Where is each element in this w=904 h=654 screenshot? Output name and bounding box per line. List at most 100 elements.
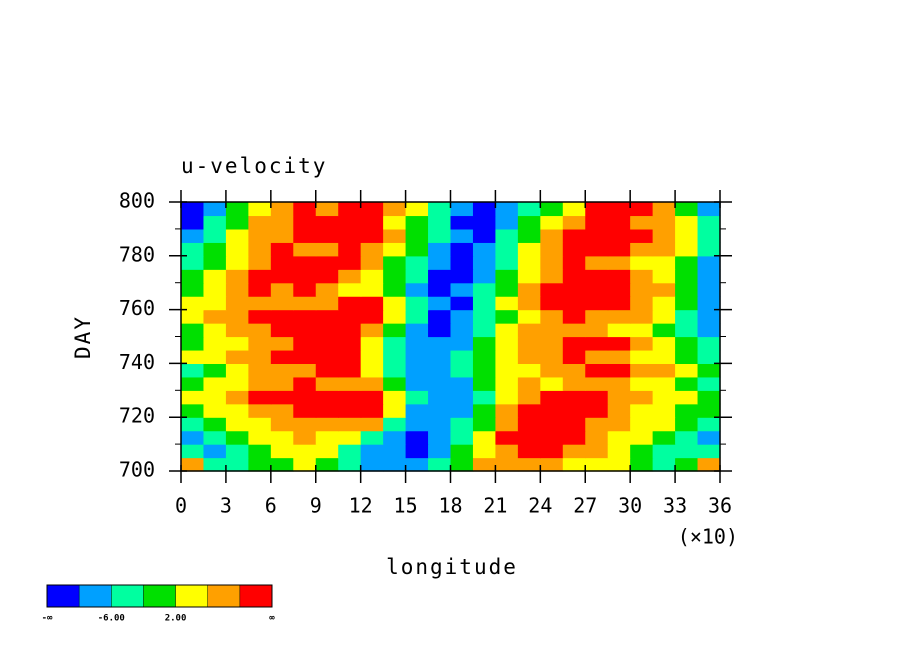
field-cell — [540, 336, 564, 351]
field-cell — [428, 430, 452, 445]
field-cell — [360, 457, 384, 472]
field-cell — [405, 457, 429, 472]
y-axis-label: DAY — [71, 315, 95, 359]
field-cell — [495, 228, 519, 243]
field-cell — [517, 349, 541, 364]
field-cell — [495, 430, 519, 445]
field-cell — [248, 390, 272, 405]
field-cell — [630, 363, 654, 378]
field-cell — [203, 296, 227, 311]
field-cell — [540, 403, 564, 418]
field-cell — [225, 349, 249, 364]
x-multiplier: (×10) — [678, 525, 738, 549]
field-cell — [697, 202, 721, 217]
field-cell — [428, 202, 452, 217]
field-cell — [630, 269, 654, 284]
field-cell — [315, 242, 339, 257]
field-cell — [360, 390, 384, 405]
x-tick-label: 24 — [528, 494, 552, 518]
field-cell — [450, 363, 474, 378]
field-cell — [293, 296, 317, 311]
field-cell — [562, 255, 586, 270]
field-cell — [585, 457, 609, 472]
field-cell — [585, 363, 609, 378]
field-cell — [517, 336, 541, 351]
field-cell — [630, 430, 654, 445]
field-cell — [562, 309, 586, 324]
field-cell — [181, 417, 205, 432]
field-cell — [270, 336, 294, 351]
field-cell — [517, 202, 541, 217]
field-cell — [607, 336, 631, 351]
field-cell — [405, 363, 429, 378]
field-cell — [293, 403, 317, 418]
x-tick-label: 6 — [265, 494, 277, 518]
field-cell — [338, 323, 362, 338]
field-cell — [630, 376, 654, 391]
y-tick-label: 780 — [119, 242, 155, 266]
x-tick-label: 30 — [618, 494, 642, 518]
field-cell — [383, 255, 407, 270]
field-cell — [225, 255, 249, 270]
field-cell — [697, 282, 721, 297]
field-cell — [652, 430, 676, 445]
field-cell — [562, 228, 586, 243]
field-cell — [562, 363, 586, 378]
field-cell — [270, 376, 294, 391]
field-cell — [405, 444, 429, 459]
field-cell — [203, 376, 227, 391]
field-cell — [472, 457, 497, 472]
field-cell — [495, 309, 519, 324]
field-cell — [181, 403, 205, 418]
field-cell — [607, 202, 631, 217]
field-cell — [562, 336, 586, 351]
field-cell — [562, 202, 586, 217]
field-cell — [383, 309, 407, 324]
field-cell — [607, 282, 631, 297]
field-cell — [203, 202, 227, 217]
field-cell — [450, 457, 474, 472]
field-cell — [383, 430, 407, 445]
field-cell — [248, 309, 272, 324]
chart-title: u-velocity — [181, 154, 327, 178]
field-cell — [562, 215, 586, 230]
field-cell — [225, 457, 249, 472]
field-cell — [360, 269, 384, 284]
x-tick-label: 3 — [220, 494, 232, 518]
field-cell — [652, 255, 676, 270]
field-cell — [450, 228, 474, 243]
field-cell — [181, 390, 205, 405]
field-cell — [338, 417, 362, 432]
field-cell — [607, 309, 631, 324]
field-cell — [270, 363, 294, 378]
field-cell — [630, 444, 654, 459]
field-cell — [675, 215, 699, 230]
field-cell — [315, 269, 339, 284]
field-cell — [450, 430, 474, 445]
field-cell — [697, 336, 721, 351]
field-cell — [495, 444, 519, 459]
field-cell — [495, 457, 519, 472]
field-cell — [293, 376, 317, 391]
field-cell — [450, 403, 474, 418]
field-cell — [405, 403, 429, 418]
field-cell — [562, 417, 586, 432]
field-cell — [450, 417, 474, 432]
field-cell — [225, 403, 249, 418]
colorbar-label: 2.00 — [165, 614, 187, 624]
field-cell — [472, 228, 497, 243]
field-cell — [315, 255, 339, 270]
field-cell — [293, 444, 317, 459]
field-cell — [540, 349, 564, 364]
field-cell — [270, 255, 294, 270]
field-cell — [225, 336, 249, 351]
field-cell — [607, 376, 631, 391]
field-cell — [495, 417, 519, 432]
field-cell — [675, 296, 699, 311]
field-cell — [428, 323, 452, 338]
field-cell — [495, 242, 519, 257]
field-cell — [405, 309, 429, 324]
field-cell — [248, 457, 272, 472]
field-cell — [585, 309, 609, 324]
